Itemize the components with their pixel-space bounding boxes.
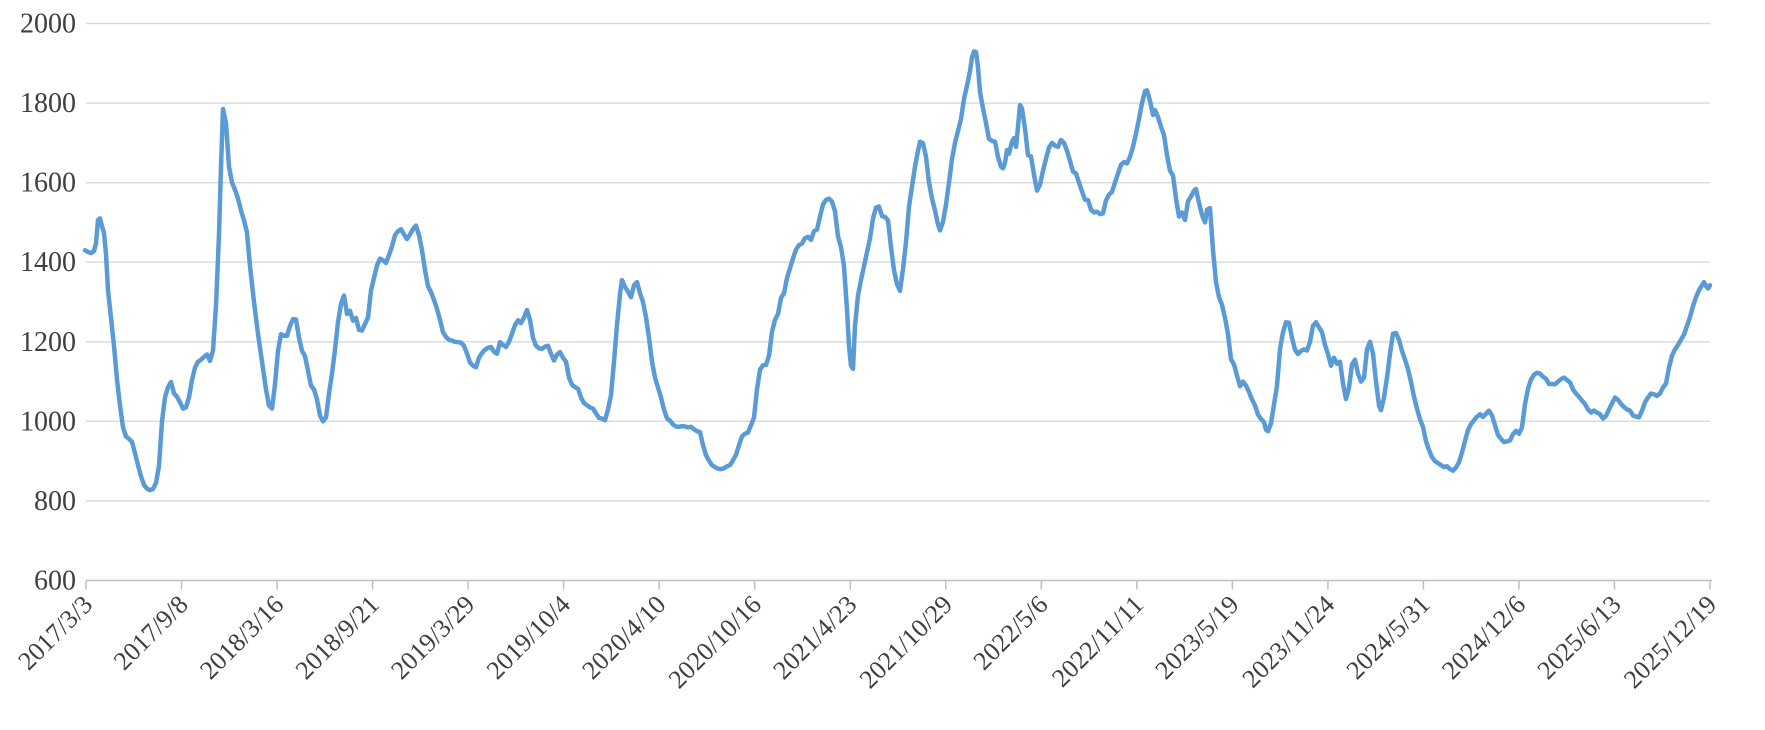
x-axis-label: 2017/9/8	[108, 590, 194, 676]
x-axis-label: 2023/5/19	[1150, 590, 1245, 685]
data-series-line	[82, 49, 1713, 493]
x-axis-label: 2021/10/29	[854, 590, 958, 694]
x-axis-label: 2018/9/21	[290, 590, 385, 685]
y-axis-label-1600: 1600	[20, 168, 76, 199]
x-axis-label: 2025/12/19	[1618, 590, 1722, 694]
y-axis-label-2000: 2000	[20, 9, 76, 40]
x-axis-label: 2020/4/10	[576, 590, 671, 685]
y-axis-label-800: 800	[34, 486, 76, 517]
x-axis-label: 2024/5/31	[1341, 590, 1436, 685]
y-axis-labels: 600 800 1000 1200 1400 1600 1800 2000	[20, 9, 76, 597]
x-axis-label: 2019/3/29	[385, 590, 480, 685]
y-axis-label-1200: 1200	[20, 327, 76, 358]
y-axis-label-1000: 1000	[20, 406, 76, 437]
x-axis-label: 2017/3/3	[12, 590, 98, 676]
x-axis-label: 2018/3/16	[194, 590, 289, 685]
gridlines	[86, 22, 1710, 502]
x-axis-label: 2021/4/23	[767, 590, 862, 685]
x-axis-label: 2025/6/13	[1532, 590, 1627, 685]
x-axis-label: 2023/11/24	[1237, 590, 1341, 694]
y-axis-label-600: 600	[34, 566, 76, 597]
x-axis-label: 2024/12/6	[1436, 590, 1531, 685]
x-axis-label: 2019/10/4	[481, 590, 576, 685]
x-axis-label: 2020/10/16	[663, 590, 767, 694]
x-axis	[85, 579, 1712, 590]
x-axis-label: 2022/5/6	[968, 590, 1054, 676]
x-axis-labels: 2017/3/3 2017/9/8 2018/3/16 2018/9/21 2019/3…	[12, 590, 1722, 694]
x-axis-label: 2022/11/11	[1046, 590, 1149, 693]
y-axis-label-1800: 1800	[20, 88, 76, 119]
y-axis-label-1400: 1400	[20, 247, 76, 278]
